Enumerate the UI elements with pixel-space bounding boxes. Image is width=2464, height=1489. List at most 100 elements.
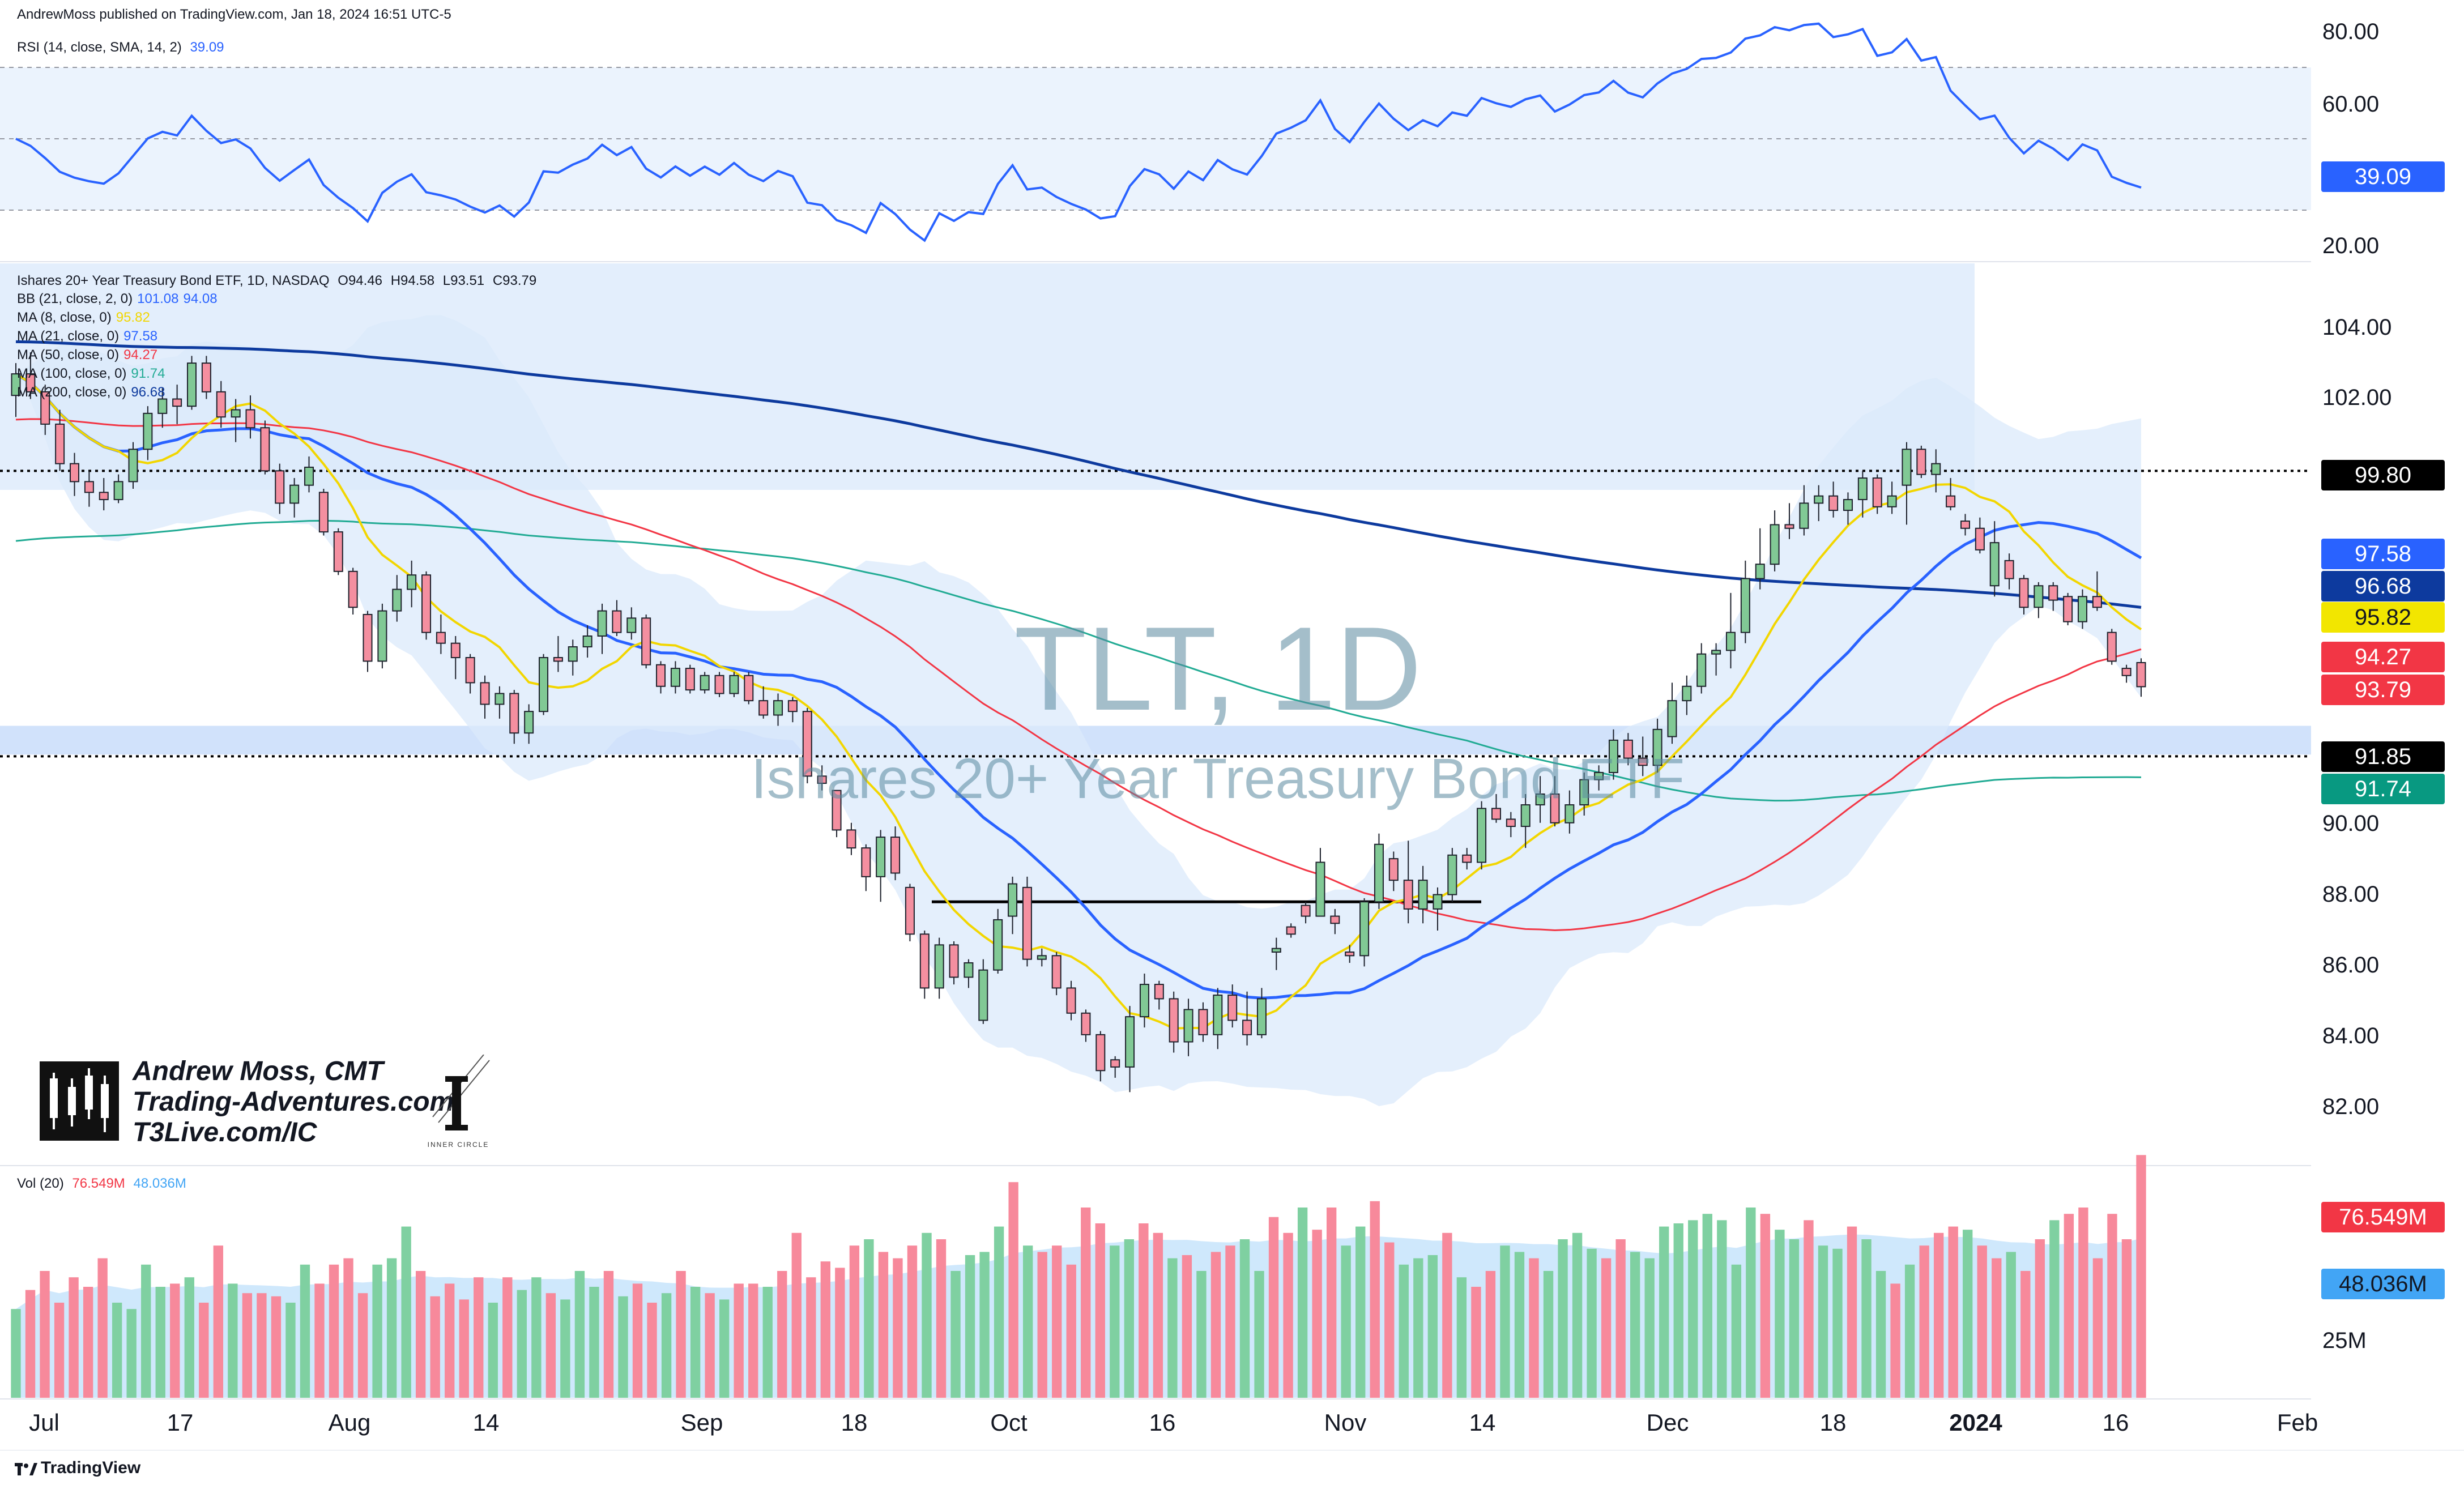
volume-bar (126, 1309, 137, 1398)
candle-body (1388, 858, 1399, 881)
candle (1696, 643, 1707, 694)
candle (1227, 984, 1238, 1028)
volume-bar (661, 1293, 672, 1398)
candle (1887, 481, 1897, 514)
volume-bar (1963, 1230, 1973, 1398)
volume-bar (1673, 1223, 1683, 1398)
volume-legend-value-2: 48.036M (133, 1176, 186, 1191)
candle (1388, 851, 1399, 891)
candle-body (846, 829, 856, 849)
volume-bar (589, 1287, 599, 1398)
volume-bar (40, 1271, 50, 1398)
candle (670, 661, 680, 694)
indicator-legend-4[interactable]: MA (100, close, 0) 91.74 (17, 366, 169, 382)
rsi-legend[interactable]: RSI (14, close, SMA, 14, 2) 39.09 (17, 40, 229, 56)
candle-body (1711, 650, 1721, 655)
volume-bar (474, 1277, 484, 1398)
candle (964, 959, 974, 988)
candle-body (1477, 808, 1487, 863)
ma8-line (15, 373, 2142, 1030)
candle-body (436, 632, 446, 644)
volume-bar (488, 1303, 498, 1398)
candle (11, 363, 21, 417)
x-tick-label: 17 (167, 1409, 194, 1436)
candle-body (1755, 564, 1765, 579)
ma200-line (15, 340, 2142, 609)
candle-body (582, 635, 592, 648)
volume-bar (690, 1287, 701, 1398)
candle-body (333, 531, 343, 572)
volume-bar (2064, 1214, 2074, 1398)
volume-bar (1717, 1220, 1727, 1398)
candle (524, 704, 534, 744)
candle-body (1051, 955, 1062, 989)
candle-body (744, 675, 754, 702)
candle (919, 930, 930, 999)
candle (1242, 991, 1252, 1046)
candle (1477, 801, 1487, 870)
volume-legend[interactable]: Vol (20) 76.549M 48.036M (17, 1176, 191, 1192)
volume-bar (1341, 1245, 1351, 1398)
volume-bar (762, 1287, 773, 1398)
candle-body (670, 668, 680, 687)
indicator-legend-2[interactable]: MA (21, close, 0) 97.58 (17, 328, 162, 344)
candle (714, 672, 724, 697)
volume-bar (242, 1293, 253, 1398)
candle (553, 636, 563, 672)
symbol-legend[interactable]: Ishares 20+ Year Treasury Bond ETF, 1D, … (17, 273, 541, 289)
volume-bar (734, 1283, 744, 1398)
candle-body (1359, 901, 1370, 957)
brand-link[interactable]: T3Live.com/IC (133, 1117, 317, 1147)
indicator-legend-1[interactable]: MA (8, close, 0) 95.82 (17, 310, 155, 326)
volume-bar (2092, 1258, 2103, 1398)
candle-body (1960, 520, 1970, 529)
volume-bar (83, 1287, 93, 1398)
candle (1755, 528, 1765, 590)
candle (494, 686, 505, 719)
x-tick-label: 16 (2102, 1409, 2129, 1436)
volume-bar (820, 1261, 831, 1398)
candle (1110, 1056, 1120, 1078)
volume-bar (1139, 1223, 1149, 1398)
volume-bar (199, 1303, 209, 1398)
indicator-legend-5[interactable]: MA (200, close, 0) 96.68 (17, 385, 169, 400)
indicator-legend-0[interactable]: BB (21, close, 2, 0) 101.08 94.08 (17, 291, 222, 307)
volume-bar (1110, 1245, 1120, 1398)
candle-body (348, 570, 358, 608)
volume-bar (459, 1299, 469, 1398)
badge-ma8: 95.82 (2321, 602, 2445, 633)
candle-body (714, 675, 724, 694)
candle (2019, 575, 2029, 615)
volume-bar (1370, 1201, 1380, 1398)
brand-website[interactable]: Trading-Adventures.com (133, 1087, 454, 1117)
indicator-legend-3[interactable]: MA (50, close, 0) 94.27 (17, 347, 162, 363)
volume-bar (1818, 1245, 1828, 1398)
indicator-legend-value: 94.08 (183, 291, 218, 306)
rsi-legend-value: 39.09 (190, 40, 224, 55)
x-tick-label: 14 (1469, 1409, 1496, 1436)
candle (1154, 980, 1164, 1010)
candle-body (2077, 596, 2088, 622)
volume-bar (430, 1296, 440, 1398)
volume-bar (1644, 1258, 1655, 1398)
indicator-legend-value: 97.58 (123, 328, 158, 344)
candle-body (2136, 662, 2146, 688)
candle-body (919, 933, 930, 989)
candle-body (978, 969, 988, 1021)
volume-bar (2136, 1155, 2146, 1398)
candle-body (1887, 495, 1897, 507)
rsi-tick-20: 20.00 (2322, 233, 2380, 258)
volume-bar (705, 1293, 715, 1398)
x-tick-label: Aug (328, 1409, 371, 1436)
volume-bar (2006, 1252, 2016, 1398)
volume-bar (112, 1303, 122, 1398)
rsi-value-badge: 39.09 (2321, 161, 2445, 192)
tradingview-logo-text[interactable]: TradingView (41, 1458, 141, 1477)
x-tick-label: Dec (1646, 1409, 1689, 1436)
volume-bar (1355, 1226, 1366, 1398)
x-tick-label: 18 (841, 1409, 868, 1436)
candle-body (1345, 952, 1355, 957)
volume-bar (777, 1271, 787, 1398)
volume-bar (574, 1271, 585, 1398)
volume-bar (1297, 1208, 1308, 1398)
